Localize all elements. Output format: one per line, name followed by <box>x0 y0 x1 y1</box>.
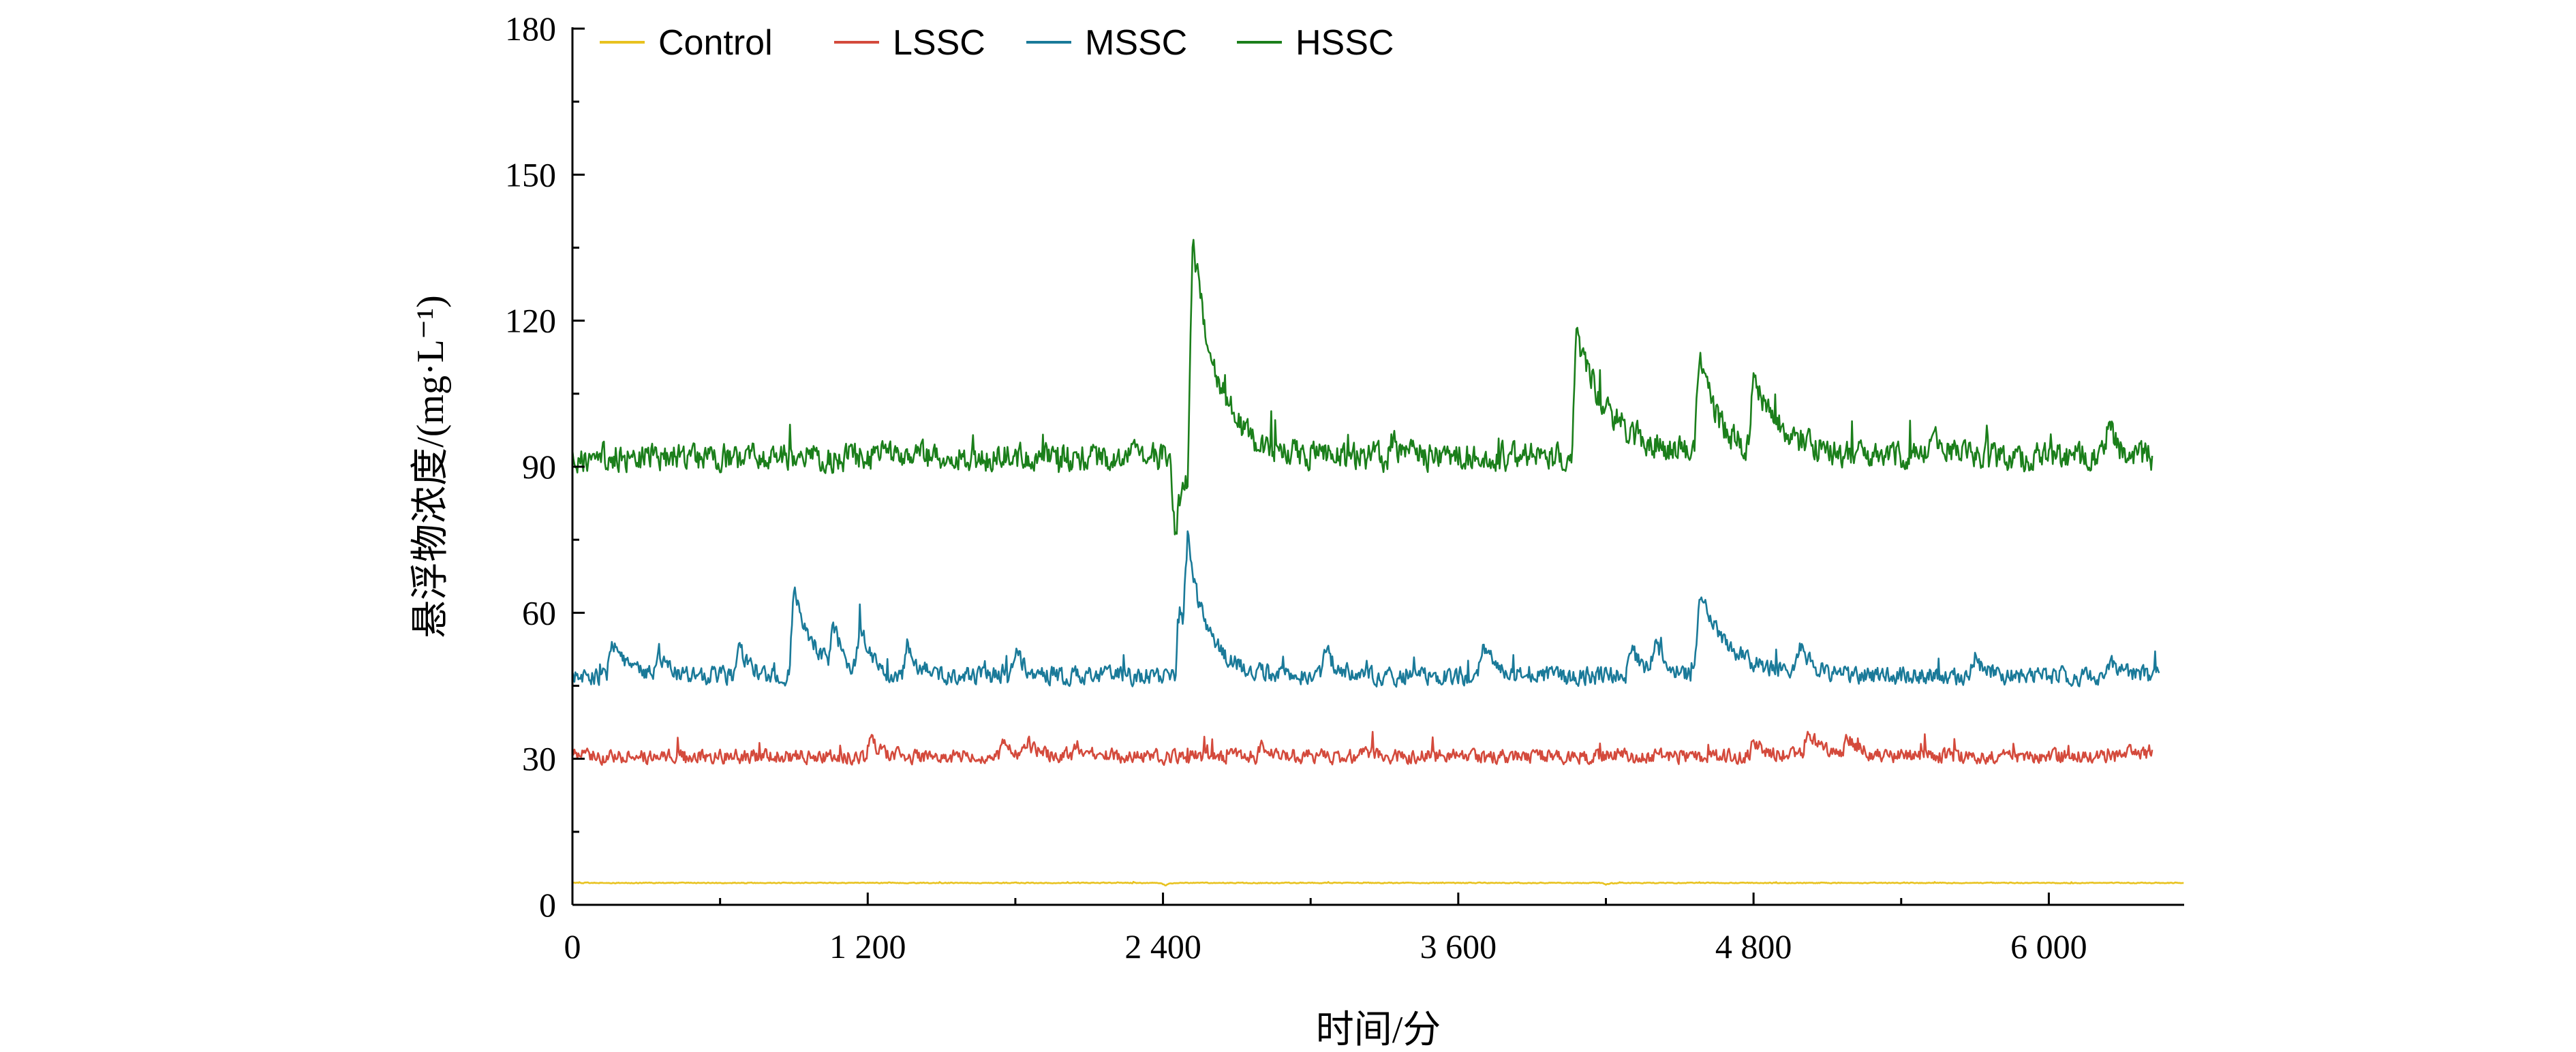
y-tick-label: 150 <box>505 155 556 194</box>
y-axis-title: 悬浮物浓度/(mg·L⁻¹) <box>410 295 452 638</box>
y-tick-label: 180 <box>505 10 556 48</box>
x-tick-label: 6 000 <box>2010 927 2087 965</box>
x-tick-label: 0 <box>564 927 581 965</box>
legend-label-control: Control <box>658 23 773 63</box>
y-tick-label: 30 <box>522 740 556 778</box>
legend: Control LSSC MSSC HSSC <box>600 23 1394 63</box>
series-line-lssc <box>571 730 2153 767</box>
plot-series <box>571 238 2184 886</box>
series-line-mssc <box>571 530 2160 688</box>
x-tick-label: 4 800 <box>1715 927 1792 965</box>
legend-label-hssc: HSSC <box>1295 23 1394 63</box>
x-tick-label: 1 200 <box>829 927 906 965</box>
y-tick-label: 60 <box>522 593 556 632</box>
tick-labels: 0 30 60 90 120 150 180 0 1 200 2 400 3 600 4 800 6 0… <box>505 10 2087 965</box>
y-tick-label: 0 <box>539 886 556 924</box>
y-tick-label: 120 <box>505 302 556 340</box>
x-tick-label: 3 600 <box>1420 927 1497 965</box>
y-tick-label: 90 <box>522 448 556 486</box>
legend-label-mssc: MSSC <box>1085 23 1187 63</box>
x-axis-title: 时间/分 <box>1316 1009 1441 1051</box>
series-line-hssc <box>571 238 2153 536</box>
series-line-control <box>572 880 2184 886</box>
x-tick-label: 2 400 <box>1124 927 1201 965</box>
axes <box>571 27 2184 906</box>
legend-label-lssc: LSSC <box>893 23 985 63</box>
